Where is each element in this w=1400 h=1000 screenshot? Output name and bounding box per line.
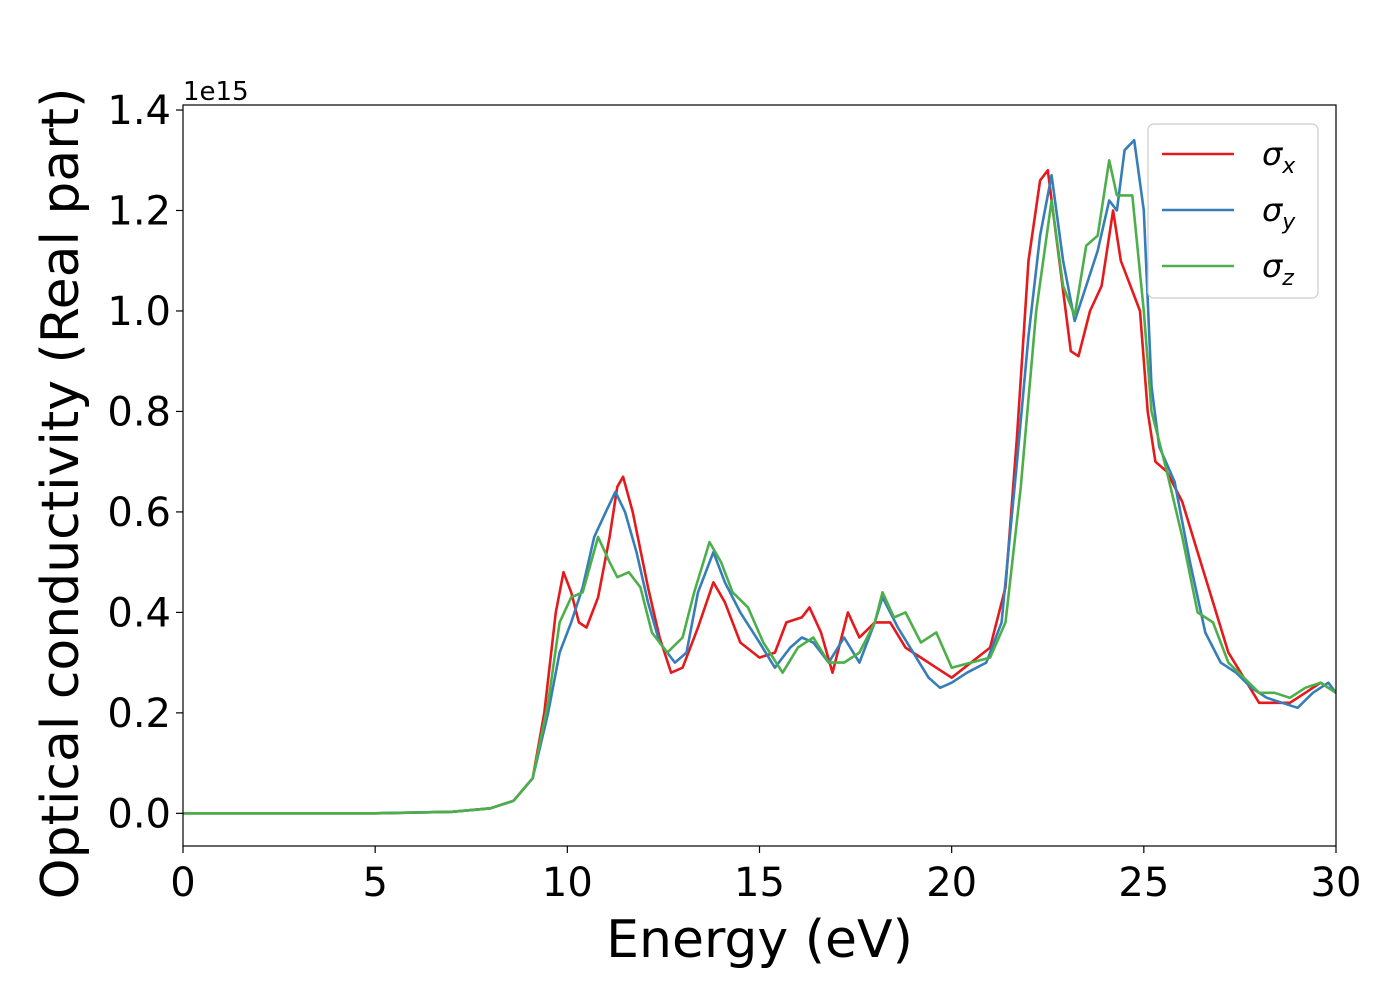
- legend-label-z: σz: [1262, 247, 1294, 291]
- y-axis-ticks: 0.0 0.2 0.4 0.6 0.8 1.0 1.2 1.4: [107, 88, 183, 837]
- legend: σx σy σz: [1147, 123, 1319, 299]
- x-tick-label: 0: [170, 860, 195, 906]
- y-tick-label: 1.4: [107, 88, 171, 134]
- x-tick-label: 25: [1118, 860, 1169, 906]
- x-tick-label: 30: [1311, 860, 1362, 906]
- y-tick-label: 0.0: [107, 791, 171, 837]
- y-tick-label: 0.2: [107, 691, 171, 737]
- x-tick-label: 15: [734, 860, 785, 906]
- x-axis-ticks: 0 5 10 15 20 25 30: [170, 846, 1361, 906]
- y-tick-label: 0.4: [107, 590, 171, 636]
- y-tick-label: 0.6: [107, 490, 171, 536]
- series-line-z: [183, 159, 1336, 815]
- y-tick-label: 1.0: [107, 289, 171, 335]
- x-axis-label: Energy (eV): [606, 910, 913, 970]
- series-line-x: [183, 169, 1336, 815]
- legend-label-x: σx: [1262, 135, 1296, 179]
- legend-label-y: σy: [1262, 191, 1296, 235]
- x-tick-label: 20: [926, 860, 977, 906]
- y-axis-label: Optical conductivity (Real part): [31, 88, 91, 900]
- y-tick-label: 1.2: [107, 188, 171, 234]
- y-axis-offset-label: 1e15: [183, 77, 249, 107]
- x-tick-label: 5: [362, 860, 387, 906]
- series-line-y: [183, 138, 1336, 815]
- x-tick-label: 10: [542, 860, 593, 906]
- series-layer: [183, 138, 1336, 815]
- y-tick-label: 0.8: [107, 389, 171, 435]
